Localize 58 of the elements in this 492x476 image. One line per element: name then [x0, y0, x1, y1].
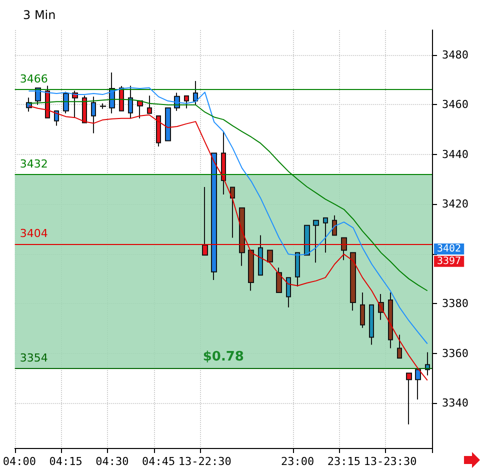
annotation: 3402 [437, 243, 462, 254]
candlestick [184, 95, 189, 109]
ref-line-label: 3432 [20, 157, 48, 170]
x-tick-label: 04:30 [96, 455, 129, 468]
candlestick [397, 334, 402, 359]
candlestick [369, 304, 374, 346]
x-tick-label: 13-23:30 [364, 455, 417, 468]
candlestick [221, 131, 226, 195]
candlestick [304, 224, 310, 256]
candlestick [295, 252, 300, 288]
x-tick-label: 04:45 [142, 455, 176, 468]
candlestick [147, 95, 152, 114]
y-tick-label: 3460 [442, 98, 468, 112]
candlestick [286, 277, 291, 308]
candlestick [341, 237, 347, 261]
candlestick [202, 186, 208, 256]
x-tick-label: 04:15 [49, 455, 82, 468]
x-tick-label: 13-22:30 [178, 455, 232, 468]
candlestick [63, 91, 69, 114]
ref-line-label: 3404 [20, 226, 48, 240]
y-tick-label: 3340 [442, 396, 468, 410]
candlestick [258, 234, 263, 276]
x-tick-label: 23:00 [281, 455, 314, 468]
candlestick [360, 292, 365, 328]
ref-line-label: 3466 [20, 72, 48, 86]
candlestick [313, 220, 319, 264]
candlestick [211, 152, 217, 281]
y-tick-label: 3440 [442, 148, 468, 161]
candlestick [267, 250, 273, 262]
candlestick [276, 267, 282, 293]
annotation: 3397 [437, 256, 462, 267]
candlestick [239, 207, 245, 266]
candlestick [137, 100, 143, 119]
y-tick-label: 3360 [442, 346, 468, 360]
y-tick-label: 3480 [442, 48, 468, 62]
y-tick-label: 3380 [442, 297, 468, 310]
band-label: $0.78 [202, 349, 244, 364]
candlestick [193, 80, 198, 106]
candlestick [415, 369, 421, 400]
candlestick [230, 186, 235, 238]
candlestick [350, 252, 356, 312]
candlestick [165, 107, 171, 142]
candlestick [406, 372, 412, 425]
x-tick-label: 23:15 [327, 455, 360, 468]
candlestick [248, 250, 254, 292]
candlestick [91, 96, 96, 134]
candlestick [100, 102, 106, 110]
candlestick [54, 110, 59, 126]
candlestick [128, 85, 133, 119]
y-tick-label: 3420 [442, 198, 468, 211]
chart-title: 3 Min [23, 8, 56, 22]
candlestick [156, 115, 161, 147]
candlestick [332, 214, 337, 236]
ref-line-label: 3354 [20, 351, 48, 364]
candlestick [323, 217, 328, 254]
x-tick-label: 04:00 [2, 455, 36, 468]
candlestick [388, 292, 393, 349]
candlestick [82, 95, 87, 124]
